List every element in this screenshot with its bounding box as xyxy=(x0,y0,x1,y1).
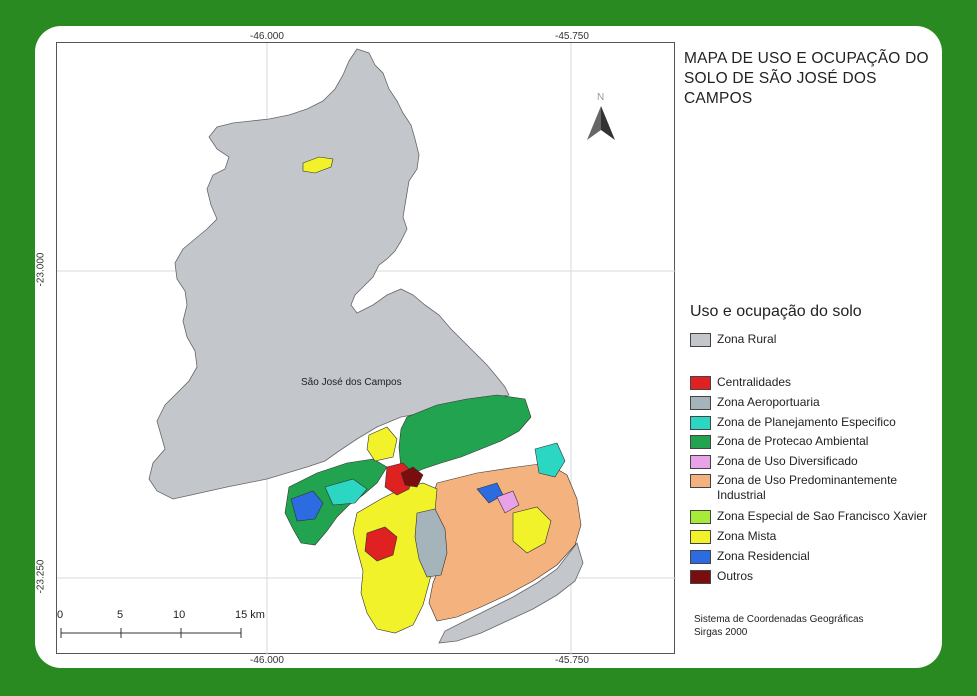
legend-swatch xyxy=(690,455,711,469)
map-frame: São José dos Campos 0 5 10 15 km xyxy=(56,42,676,655)
coord-left-lower: -23.250 xyxy=(35,559,47,594)
legend-item-outros: Outros xyxy=(690,569,937,584)
legend-item-centralidades: Centralidades xyxy=(690,375,937,390)
coord-bottom-left: -46.000 xyxy=(250,655,284,666)
coord-left-upper: -23.000 xyxy=(35,252,47,287)
legend-label: Zona de Uso Predominantemente Industrial xyxy=(717,473,898,502)
legend-item-zona-residencial: Zona Residencial xyxy=(690,549,937,564)
scale-tick-15: 15 km xyxy=(235,609,265,621)
legend-label: Zona de Planejamento Especifico xyxy=(717,415,896,429)
legend-swatch xyxy=(690,396,711,410)
legend-label: Outros xyxy=(717,569,754,583)
legend-swatch xyxy=(690,550,711,564)
legend-label: Zona de Uso Diversificado xyxy=(717,454,858,468)
crs-line-1: Sistema de Coordenadas Geográficas xyxy=(694,614,864,625)
legend-swatch xyxy=(690,416,711,430)
legend-swatch xyxy=(690,510,711,524)
zona-residencial xyxy=(290,490,324,522)
coord-top-right: -45.750 xyxy=(555,31,589,42)
zona-rural-area xyxy=(148,48,510,500)
scale-tick-5: 5 xyxy=(117,609,124,621)
zona-mista xyxy=(352,482,438,634)
legend-item-zona-rural: Zona Rural xyxy=(690,332,937,347)
legend-item-zona-planejamento: Zona de Planejamento Especifico xyxy=(690,415,937,430)
place-label: São José dos Campos xyxy=(301,377,402,388)
scale-tick-10: 10 xyxy=(173,609,186,621)
legend-item-zona-mista: Zona Mista xyxy=(690,529,937,544)
legend-label: Zona de Protecao Ambiental xyxy=(717,434,869,448)
legend-swatch xyxy=(690,376,711,390)
legend-label: Zona Rural xyxy=(717,332,777,346)
legend-item-zona-sao-francisco: Zona Especial de Sao Francisco Xavier xyxy=(690,509,937,524)
legend-label: Zona Mista xyxy=(717,529,777,543)
crs-line-2: Sirgas 2000 xyxy=(694,627,748,638)
north-arrow-icon xyxy=(587,106,615,140)
map-title: MAPA DE USO E OCUPAÇÃO DO SOLO DE SÃO JO… xyxy=(684,50,929,107)
legend-label: Zona Especial de Sao Francisco Xavier xyxy=(717,509,928,523)
zona-mista-east xyxy=(512,506,552,554)
zona-industrial xyxy=(428,462,582,622)
legend-item-zona-protecao: Zona de Protecao Ambiental xyxy=(690,434,937,449)
map-canvas xyxy=(57,43,676,655)
zona-planejamento-especifico-west xyxy=(324,478,368,506)
legend-swatch xyxy=(690,570,711,584)
zona-aeroportuaria xyxy=(414,508,448,578)
scale-bar xyxy=(60,628,242,638)
legend-title: Uso e ocupação do solo xyxy=(690,303,862,320)
scale-tick-0: 0 xyxy=(57,609,64,621)
crs-info: Sistema de Coordenadas Geográficas Sirga… xyxy=(694,613,864,639)
centralidades-south xyxy=(364,526,398,562)
zona-uso-diversificado xyxy=(496,490,520,514)
legend-swatch xyxy=(690,474,711,488)
legend-swatch xyxy=(690,435,711,449)
legend-item-zona-uso-diversificado: Zona de Uso Diversificado xyxy=(690,454,937,469)
coord-top-left: -46.000 xyxy=(250,31,284,42)
zona-sao-francisco-xavier xyxy=(302,156,334,174)
zona-protecao-ambiental xyxy=(398,394,532,476)
legend-label: Zona Residencial xyxy=(717,549,810,563)
north-label: N xyxy=(597,92,605,103)
legend-label: Centralidades xyxy=(717,375,792,389)
zona-rural-southeast xyxy=(438,542,584,644)
legend-item-zona-industrial: Zona de Uso Predominantemente Industrial xyxy=(690,473,932,503)
coord-bottom-right: -45.750 xyxy=(555,655,589,666)
north-arrow: N xyxy=(584,92,618,144)
legend-swatch xyxy=(690,530,711,544)
outros xyxy=(400,466,424,488)
legend-label: Zona Aeroportuaria xyxy=(717,395,820,409)
zona-planejamento-especifico xyxy=(534,442,566,478)
zona-mista-north xyxy=(366,426,398,462)
legend-item-zona-aeroportuaria: Zona Aeroportuaria xyxy=(690,395,937,410)
legend-swatch xyxy=(690,333,711,347)
